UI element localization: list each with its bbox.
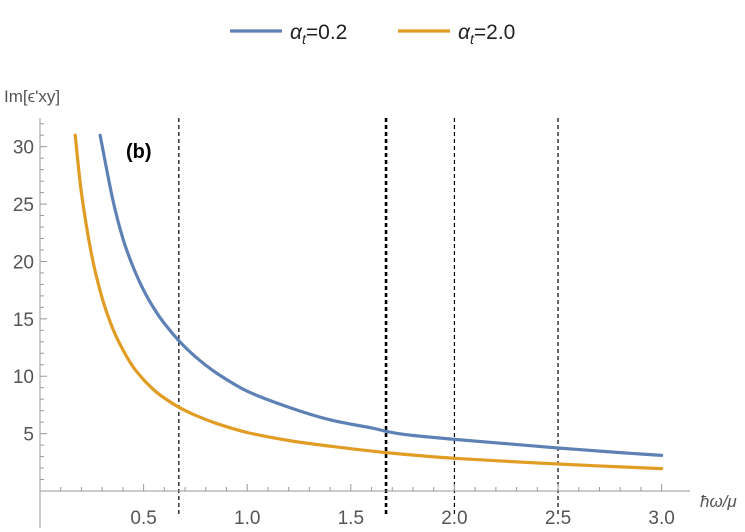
x-tick-label: 1.5 xyxy=(338,508,364,529)
x-tick-label: 2.5 xyxy=(545,508,571,529)
y-tick-label: 5 xyxy=(23,425,34,446)
y-tick-label: 10 xyxy=(13,367,34,388)
x-tick-label: 0.5 xyxy=(130,508,156,529)
y-tick-label: 30 xyxy=(13,138,34,159)
y-axis: 5 10 15 20 25 30 xyxy=(13,118,47,528)
series-line-0 xyxy=(98,133,664,457)
y-tick-label: 20 xyxy=(13,252,34,273)
x-axis-label: ħω/μ xyxy=(700,492,737,511)
legend-label: αt=0.2 xyxy=(290,21,347,47)
x-axis: 0.5 1.0 1.5 2.0 2.5 3.0 xyxy=(40,484,690,529)
x-tick-label: 1.0 xyxy=(234,508,260,529)
plot-series xyxy=(73,133,664,471)
panel-label: (b) xyxy=(126,141,152,163)
reference-lines xyxy=(178,118,559,516)
series-line-1 xyxy=(73,133,664,471)
y-tick-label: 15 xyxy=(13,310,34,331)
legend: αt=0.2 αt=2.0 xyxy=(230,21,515,47)
x-tick-label: 3.0 xyxy=(648,508,674,529)
x-tick-label: 2.0 xyxy=(441,508,467,529)
legend-label: αt=2.0 xyxy=(458,21,515,47)
y-axis-label: Im[ϵ'xy] xyxy=(4,87,60,106)
y-tick-label: 25 xyxy=(13,195,34,216)
